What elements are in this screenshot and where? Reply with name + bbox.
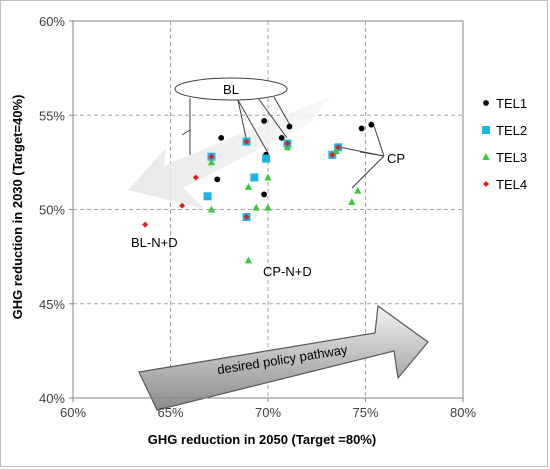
tel3-legend-marker [482, 153, 490, 160]
tel2-point [262, 154, 271, 163]
y-tick-label: 40% [39, 391, 65, 406]
tel4-point [142, 221, 149, 228]
data-points [142, 118, 375, 264]
tel4-point [284, 140, 291, 147]
tel1-point [261, 191, 267, 198]
tel3-point [207, 205, 216, 213]
tel1-point [358, 125, 365, 132]
axes: 60% 65% 70% 75% 80% 40% 45% 50% 55% 60% [39, 14, 476, 420]
legend: TEL1 TEL2 TEL3 TEL4 [482, 96, 527, 192]
tel4-point [243, 214, 250, 221]
grid-lines [73, 21, 463, 398]
bl-callout-bubble [174, 77, 288, 101]
tel4-point [243, 138, 250, 145]
y-tick-label: 55% [39, 108, 65, 123]
tel1-point [278, 134, 285, 141]
tel4-point [208, 153, 215, 160]
tel3-point [354, 186, 362, 194]
x-tick-label: 75% [352, 405, 378, 420]
y-tick-label: 45% [39, 297, 65, 312]
tel3-point [252, 203, 260, 211]
tel4-legend-label: TEL4 [496, 177, 527, 192]
tel2-legend-label: TEL2 [496, 123, 527, 138]
tel1-point [214, 176, 221, 183]
tel4-point [335, 144, 342, 151]
y-tick-label: 50% [39, 203, 65, 218]
tel1-legend-marker [483, 100, 489, 106]
bl-callout-leaders [181, 96, 291, 155]
cp-nd-label: CP-N+D [263, 264, 312, 279]
tel1-point [261, 118, 267, 124]
tel3-point [332, 147, 340, 155]
tel3-point [348, 197, 356, 205]
y-tick-label: 60% [39, 14, 65, 29]
y-axis-title: GHG reduction in 2030 (Target=40%) [10, 95, 25, 320]
tel3-legend-label: TEL3 [496, 150, 527, 165]
x-axis-title: GHG reduction in 2050 (Target =80%) [148, 432, 376, 447]
x-tick-label: 60% [60, 405, 86, 420]
tel3-point [244, 182, 253, 190]
cp-callout-label: CP [387, 151, 405, 166]
tel3-point [244, 256, 253, 264]
tel1-point [368, 121, 375, 128]
policy-pathway-arrow [138, 304, 429, 411]
bl-nd-label: BL-N+D [131, 235, 178, 250]
background-double-arrow [128, 97, 330, 209]
x-tick-label: 70% [255, 405, 281, 420]
tel1-legend-label: TEL1 [496, 96, 527, 111]
x-tick-label: 80% [450, 405, 476, 420]
tel1-point [286, 123, 293, 130]
bl-callout-label: BL [223, 82, 239, 97]
tel4-point [192, 174, 199, 181]
tel2-point [203, 192, 212, 201]
tel2-legend-marker [482, 126, 490, 134]
tel1-point [218, 134, 225, 141]
tel2-point [250, 173, 259, 182]
tel3-point [264, 203, 272, 211]
tel4-point [329, 151, 336, 158]
x-tick-label: 65% [157, 405, 183, 420]
tel4-point [179, 202, 186, 209]
tel3-point [283, 143, 292, 151]
tel3-point [264, 173, 272, 181]
tel3-point [207, 158, 216, 166]
cp-callout-leaders [338, 125, 385, 189]
tel4-legend-marker [483, 181, 489, 187]
